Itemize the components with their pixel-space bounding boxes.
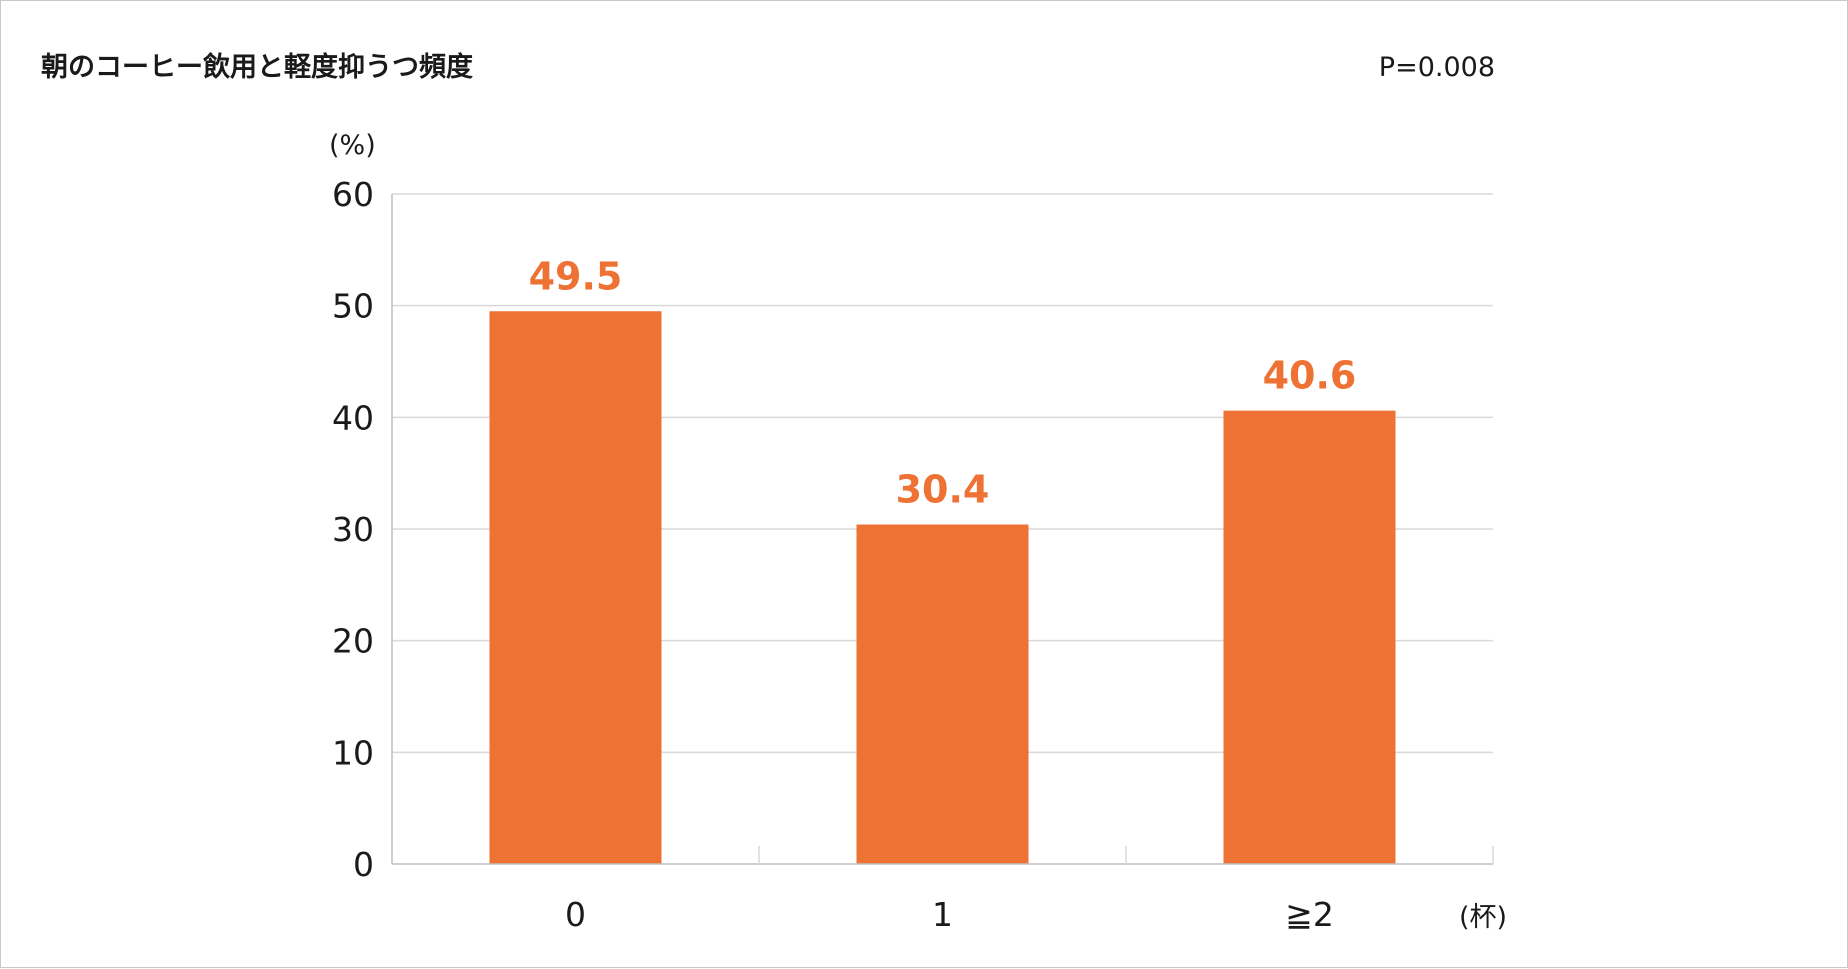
tick-labels: 0 10 20 30 40 50 60 49.5 0 30.4 1 40.6 ≧2	[332, 175, 1356, 934]
x-tick-label-1: 1	[932, 895, 953, 934]
y-tick-label-60: 60	[332, 175, 374, 214]
x-tick-label-0: 0	[565, 895, 586, 934]
axes	[391, 194, 1494, 865]
data-label-1: 30.4	[896, 468, 990, 512]
y-axis-unit-label: (%)	[329, 130, 376, 161]
data-label-0: 49.5	[529, 254, 623, 298]
x-axis-unit-label: (杯)	[1459, 902, 1507, 933]
y-tick-label-30: 30	[332, 510, 374, 549]
y-tick-label-0: 0	[353, 845, 374, 884]
data-label-2: 40.6	[1263, 354, 1357, 398]
x-tick-label-2: ≧2	[1285, 895, 1334, 934]
bar-0	[489, 311, 662, 864]
y-tick-label-50: 50	[332, 287, 374, 326]
y-tick-label-40: 40	[332, 398, 374, 437]
bar-1	[856, 524, 1029, 864]
bars	[489, 311, 1396, 864]
bar-2	[1223, 410, 1396, 864]
y-tick-label-20: 20	[332, 622, 374, 661]
chart-title: 朝のコーヒー飲用と軽度抑うつ頻度	[41, 51, 473, 83]
y-tick-label-10: 10	[332, 733, 374, 772]
p-value-annotation: P=0.008	[1379, 52, 1495, 83]
